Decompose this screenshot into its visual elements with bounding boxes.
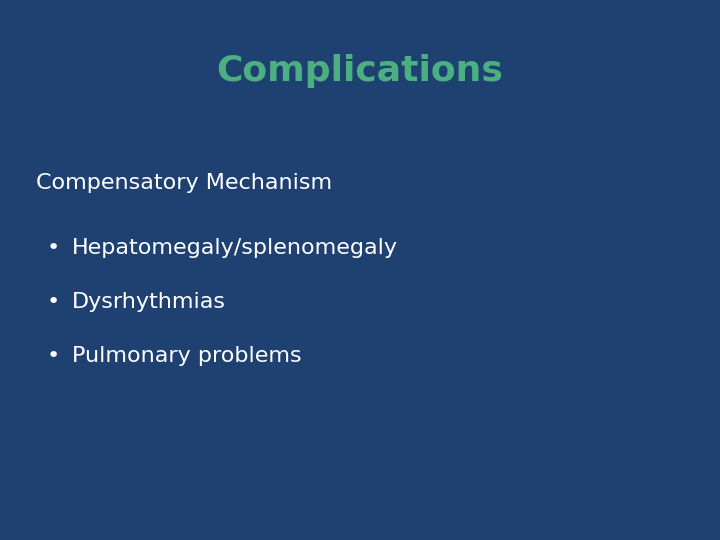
Text: •: • bbox=[47, 238, 60, 258]
Text: Pulmonary problems: Pulmonary problems bbox=[72, 346, 302, 366]
Text: •: • bbox=[47, 346, 60, 366]
Text: •: • bbox=[47, 292, 60, 312]
Text: Dysrhythmias: Dysrhythmias bbox=[72, 292, 226, 312]
Text: Compensatory Mechanism: Compensatory Mechanism bbox=[36, 173, 332, 193]
Text: Complications: Complications bbox=[217, 54, 503, 88]
Text: Hepatomegaly/splenomegaly: Hepatomegaly/splenomegaly bbox=[72, 238, 398, 258]
